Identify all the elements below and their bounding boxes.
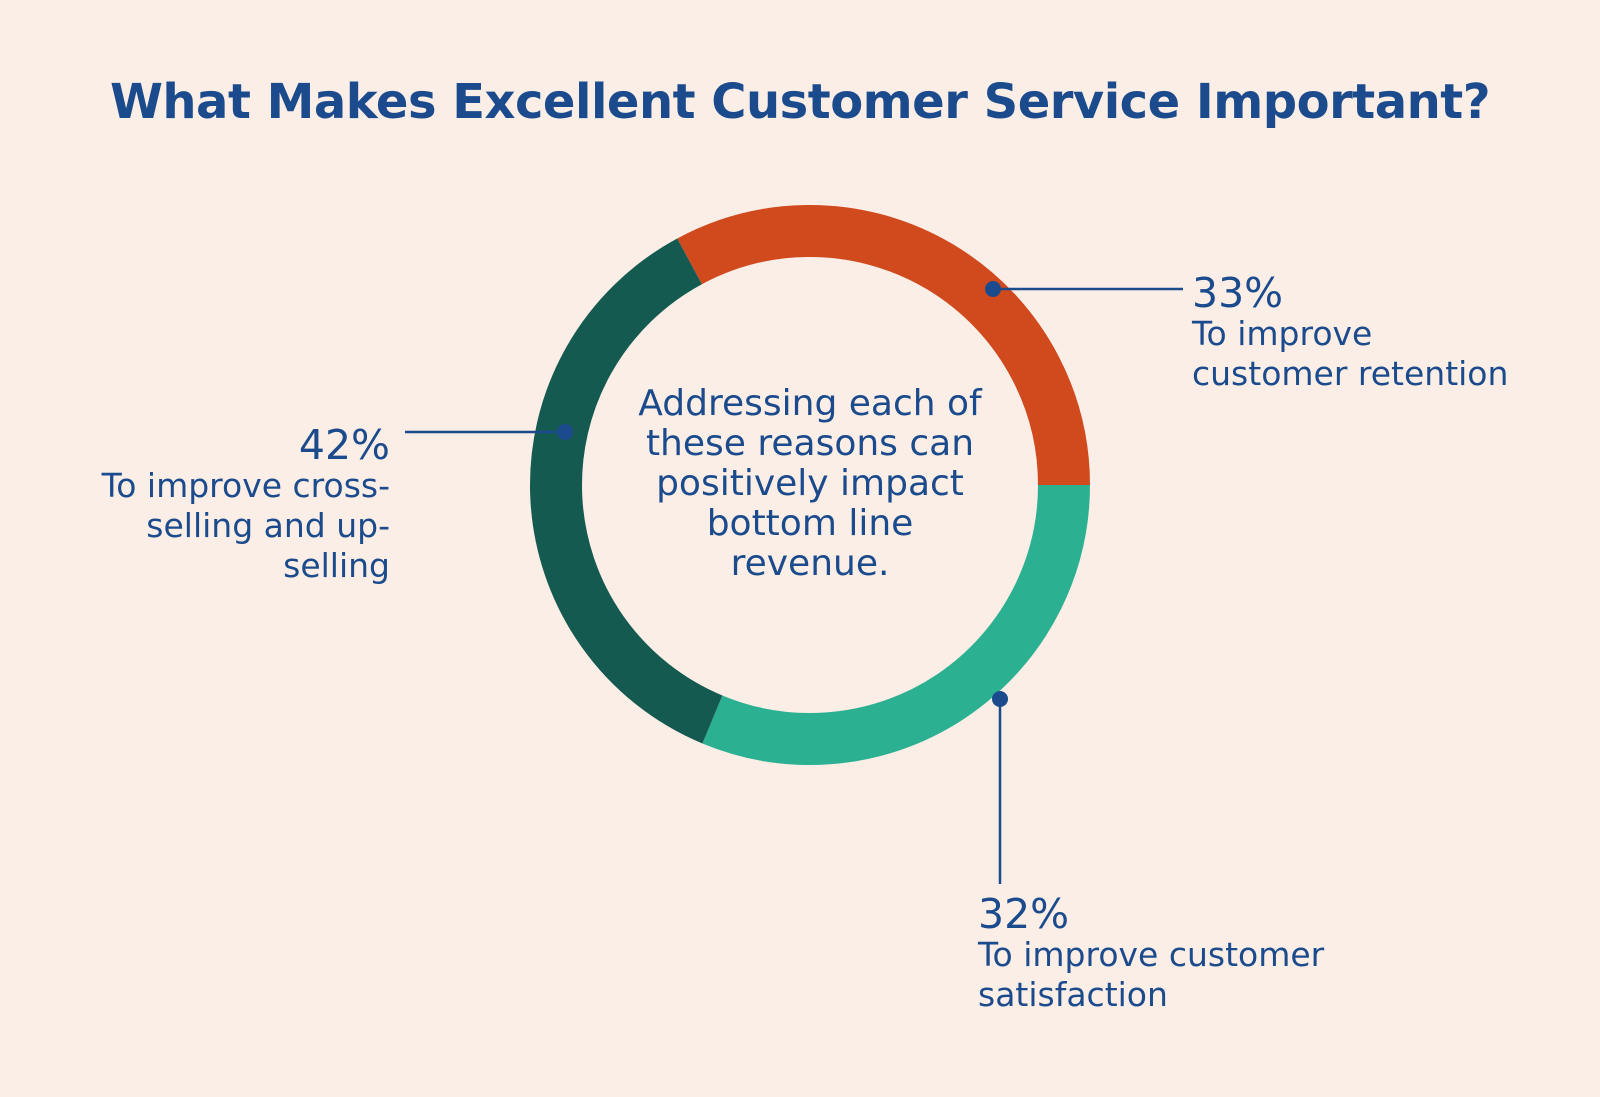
desc-line: customer retention — [1192, 354, 1509, 393]
callout-satisfaction-leader — [992, 691, 1008, 884]
donut-segment-42 — [530, 238, 723, 744]
callout-crosssell: 42% To improve cross- selling and up- se… — [0, 424, 390, 586]
desc-line: To improve cross- — [101, 466, 390, 505]
donut-segments — [530, 205, 1090, 765]
donut-center-text: Addressing each of these reasons can pos… — [590, 384, 1030, 584]
pct-label-crosssell: 42% — [298, 421, 390, 469]
callout-dot-crosssell — [557, 424, 573, 440]
donut-segment-33 — [677, 205, 1090, 486]
center-text-line: revenue. — [730, 543, 890, 584]
callout-dot-retention — [985, 281, 1001, 297]
center-text-line: positively impact — [656, 463, 964, 504]
desc-line: To improve customer — [978, 935, 1325, 974]
desc-line: To improve — [1192, 314, 1373, 353]
pct-label-satisfaction: 32% — [978, 890, 1070, 938]
center-text-line: bottom line — [706, 503, 914, 544]
callout-dot-satisfaction — [992, 691, 1008, 707]
desc-line: selling and up- — [146, 506, 390, 545]
page-title: What Makes Excellent Customer Service Im… — [109, 74, 1491, 130]
callout-retention-leader — [985, 281, 1183, 297]
center-text-line: Addressing each of — [638, 383, 982, 424]
callout-crosssell-leader — [405, 424, 573, 440]
desc-line: selling — [283, 546, 390, 585]
desc-line: satisfaction — [978, 975, 1168, 1014]
callout-satisfaction: 32% To improve customer satisfaction — [978, 893, 1324, 1015]
pct-label-retention: 33% — [1192, 269, 1284, 317]
donut-segment-32 — [702, 484, 1090, 765]
center-text-line: these reasons can — [645, 423, 975, 464]
callout-retention: 33% To improve customer retention — [1192, 272, 1508, 394]
